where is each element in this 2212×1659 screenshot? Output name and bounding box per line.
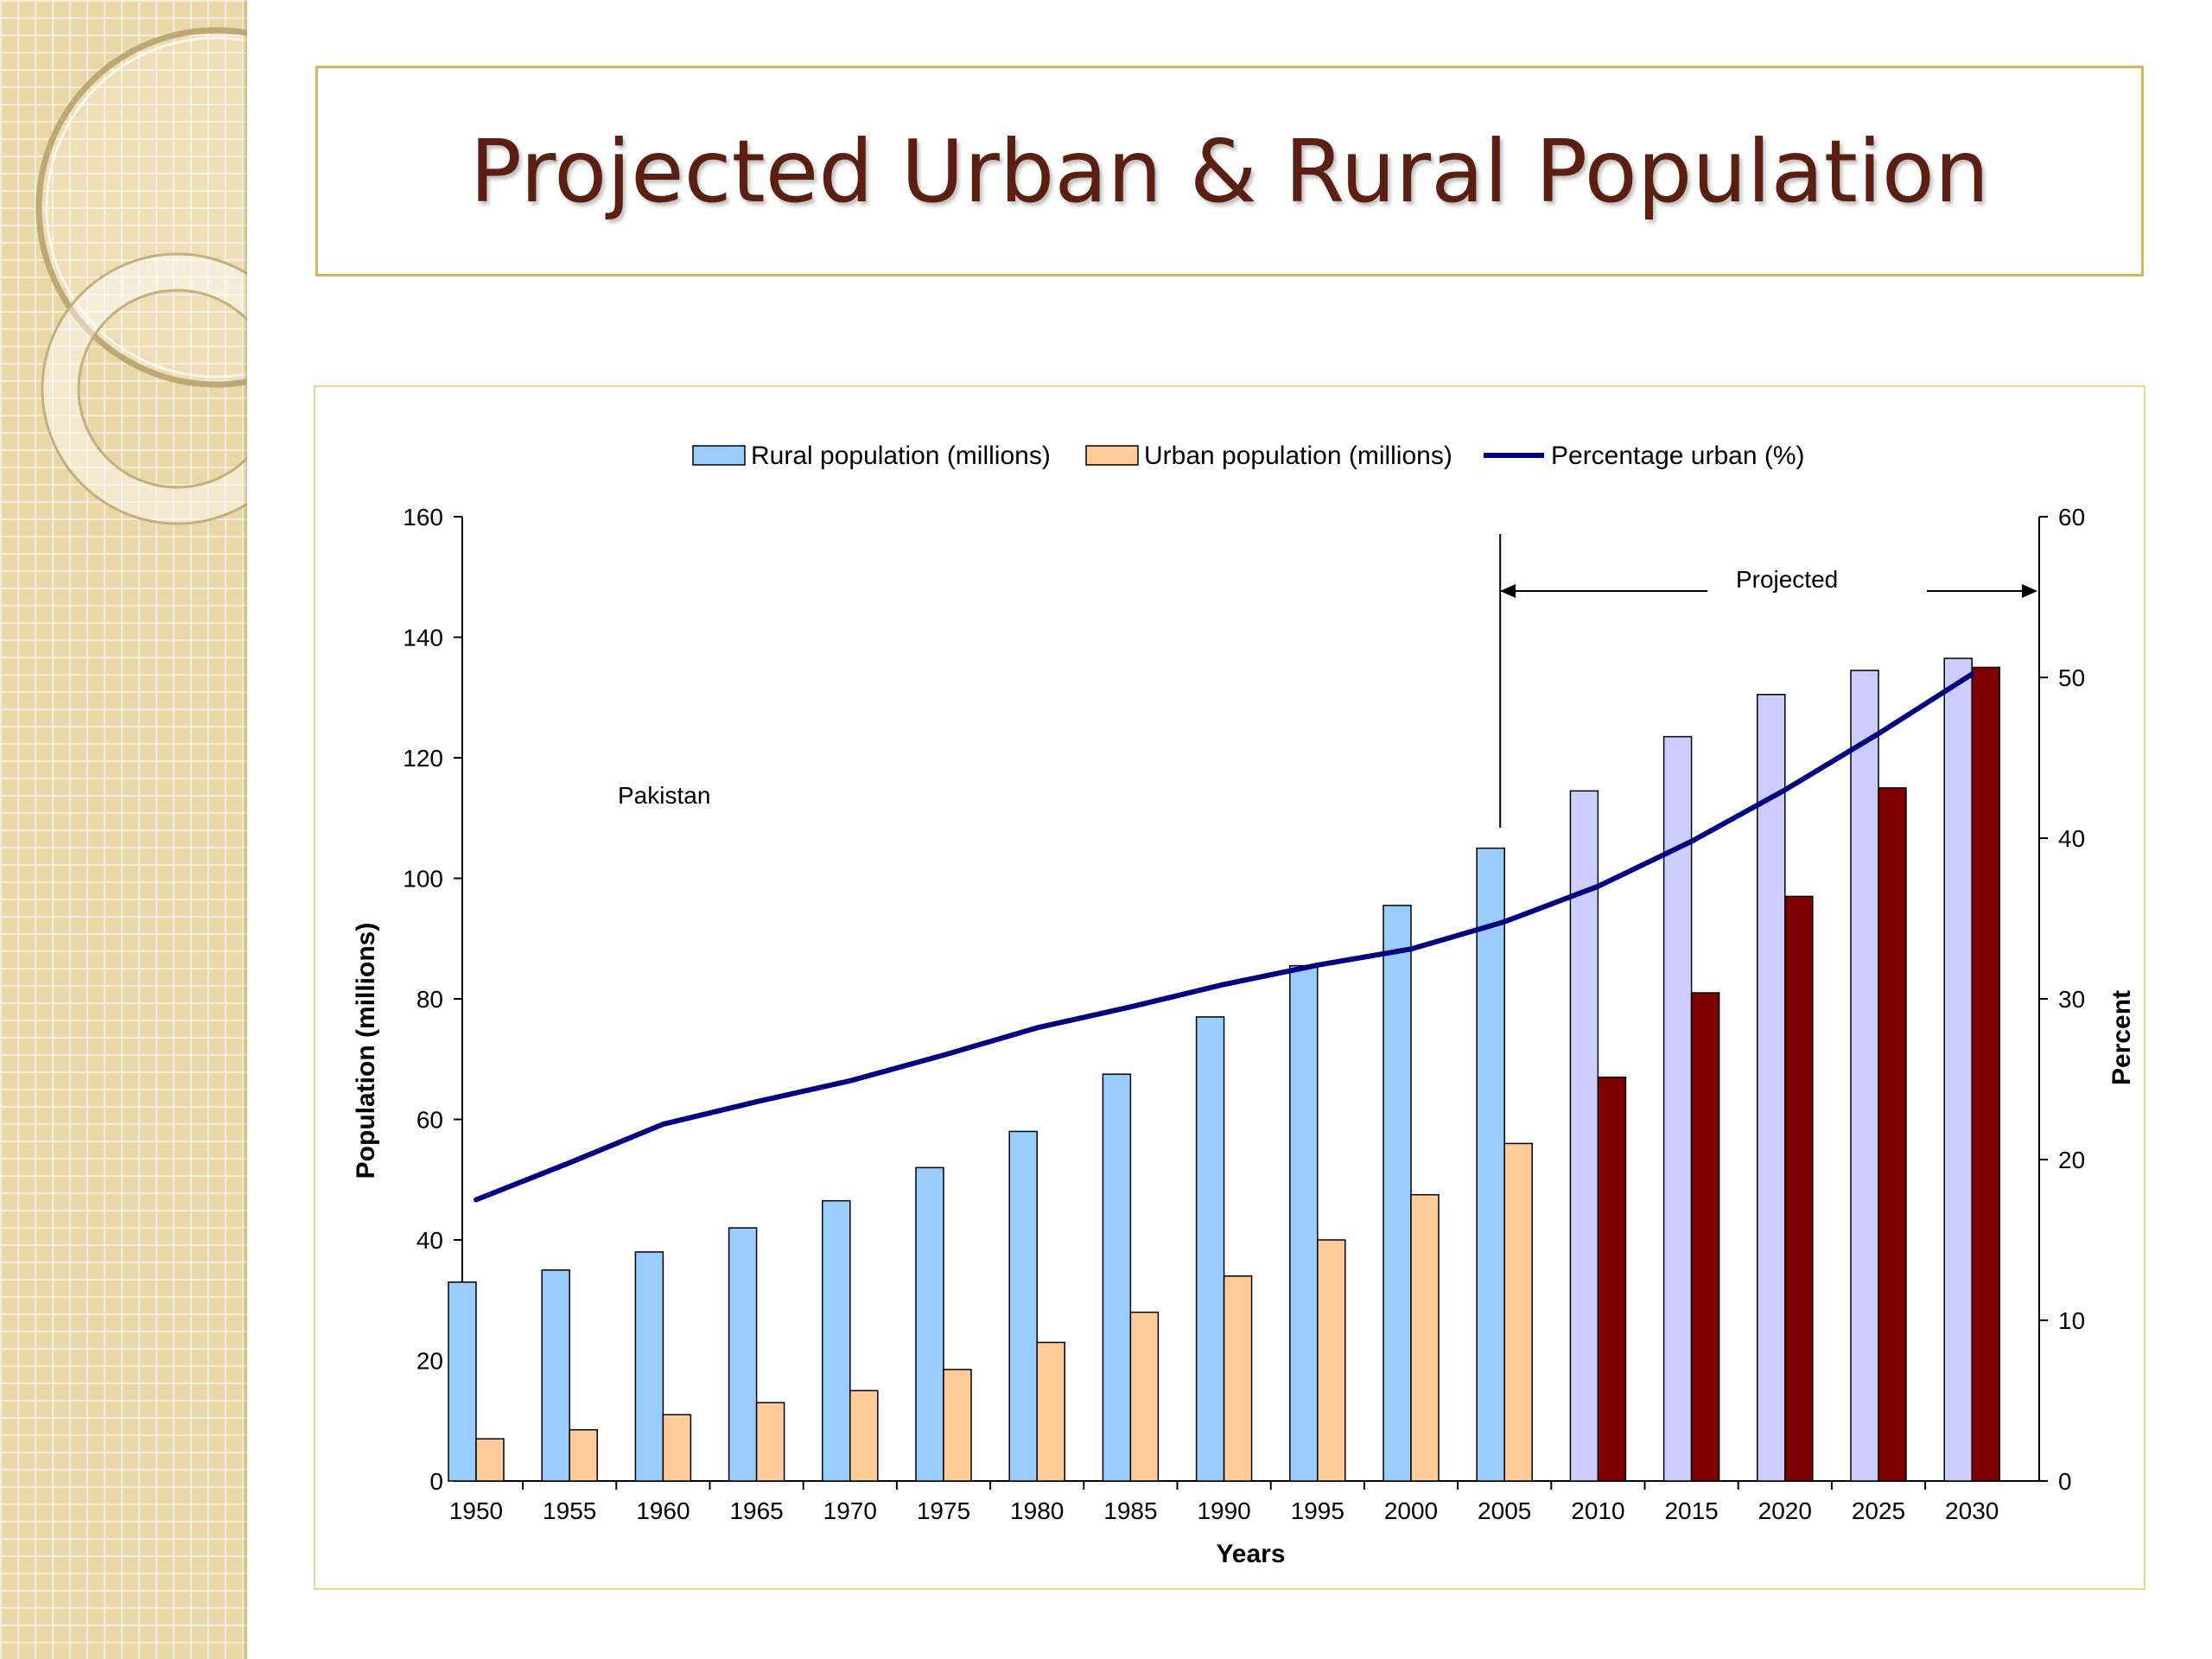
bar-rural bbox=[1382, 905, 1412, 1482]
bar-rural bbox=[1569, 790, 1599, 1482]
bar-urban bbox=[1690, 992, 1720, 1482]
y-tick-label-left: 120 bbox=[403, 745, 443, 772]
bar-urban bbox=[1878, 787, 1907, 1482]
x-tick-label: 1960 bbox=[636, 1497, 690, 1524]
x-tick-label: 2000 bbox=[1384, 1497, 1438, 1524]
y-tick-label-right: 60 bbox=[2058, 504, 2085, 531]
bar-rural bbox=[1757, 694, 1786, 1482]
x-tick-label: 2030 bbox=[1945, 1497, 1999, 1524]
y-tick-label-right: 50 bbox=[2058, 664, 2085, 691]
y-tick-label-right: 30 bbox=[2058, 986, 2085, 1013]
y-tick-label-right: 0 bbox=[2058, 1468, 2072, 1495]
x-tick-label: 1990 bbox=[1197, 1497, 1250, 1524]
x-tick-label: 1970 bbox=[823, 1497, 877, 1524]
x-tick-label: 2005 bbox=[1478, 1497, 1531, 1524]
x-tick-label: 2015 bbox=[1664, 1497, 1718, 1524]
y-tick-label-right: 20 bbox=[2058, 1147, 2085, 1173]
y-tick-label-right: 10 bbox=[2058, 1307, 2085, 1334]
bar-urban bbox=[943, 1369, 972, 1482]
legend-label-percentage: Percentage urban (%) bbox=[1551, 442, 1805, 470]
annotation-country: Pakistan bbox=[618, 782, 710, 809]
y-tick-label-left: 20 bbox=[416, 1348, 443, 1375]
x-tick-label: 1975 bbox=[917, 1497, 970, 1524]
x-tick-label: 2010 bbox=[1571, 1497, 1624, 1524]
bar-urban bbox=[662, 1414, 692, 1482]
annotation-projected: Projected bbox=[1736, 566, 1838, 593]
y-tick-label-left: 60 bbox=[416, 1107, 443, 1134]
x-tick-label: 2020 bbox=[1758, 1497, 1812, 1524]
bar-urban bbox=[1784, 895, 1814, 1482]
bar-urban bbox=[1223, 1275, 1253, 1482]
bar-rural bbox=[1289, 964, 1319, 1482]
arrow-left-icon bbox=[1500, 584, 1516, 598]
y-axis-title-left: Population (millions) bbox=[352, 923, 380, 1179]
bar-urban bbox=[569, 1428, 598, 1482]
x-tick-label: 1955 bbox=[543, 1497, 596, 1524]
bar-rural bbox=[1195, 1016, 1225, 1482]
x-axis-title: Years bbox=[1216, 1540, 1285, 1568]
x-tick-label: 2025 bbox=[1852, 1497, 1905, 1524]
decorative-sidebar bbox=[0, 0, 247, 1659]
bar-rural bbox=[1850, 670, 1879, 1482]
y-axis-title-right: Percent bbox=[2107, 990, 2136, 1085]
legend-swatch-rural bbox=[692, 445, 746, 466]
bar-urban bbox=[755, 1402, 785, 1482]
bar-rural bbox=[915, 1166, 944, 1482]
y-tick-label-left: 100 bbox=[403, 866, 443, 893]
title-box: Projected Urban & Rural Population bbox=[315, 66, 2144, 276]
slide-title: Projected Urban & Rural Population bbox=[469, 120, 1990, 222]
decorative-rings-icon bbox=[35, 27, 247, 525]
bar-urban bbox=[1036, 1341, 1065, 1482]
bar-urban bbox=[1410, 1193, 1440, 1482]
legend-swatch-urban bbox=[1085, 445, 1139, 466]
x-tick-label: 1950 bbox=[449, 1497, 503, 1524]
bar-rural bbox=[1943, 658, 1973, 1482]
y-tick-label-left: 40 bbox=[416, 1227, 443, 1254]
legend-label-urban: Urban population (millions) bbox=[1144, 442, 1452, 470]
arrow-right-icon bbox=[2022, 584, 2037, 598]
x-tick-label: 1965 bbox=[729, 1497, 783, 1524]
chart-frame: 0 20 40 60 80 100 120 140 160 0 10 20 30 40 50 60 1950 19… bbox=[314, 385, 2145, 1590]
bar-rural bbox=[1662, 735, 1693, 1482]
bar-rural bbox=[822, 1199, 851, 1482]
bar-urban bbox=[1971, 666, 2000, 1482]
line-percentage-urban bbox=[474, 671, 1975, 1203]
y-tick-label-left: 80 bbox=[416, 986, 443, 1013]
x-tick-label: 1980 bbox=[1010, 1497, 1064, 1524]
bar-rural bbox=[1476, 847, 1505, 1482]
bar-urban bbox=[1129, 1311, 1160, 1482]
y-tick-label-right: 40 bbox=[2058, 825, 2085, 852]
bar-rural bbox=[1102, 1073, 1132, 1482]
bar-rural bbox=[541, 1269, 570, 1482]
y-tick-label-left: 160 bbox=[403, 504, 443, 531]
bar-rural bbox=[448, 1281, 477, 1482]
legend-label-rural: Rural population (millions) bbox=[751, 442, 1051, 470]
x-tick-label: 1985 bbox=[1103, 1497, 1157, 1524]
bar-urban bbox=[849, 1389, 879, 1482]
x-tick-label: 1995 bbox=[1291, 1497, 1344, 1524]
bar-urban bbox=[1597, 1076, 1627, 1482]
bar-rural bbox=[634, 1251, 664, 1482]
bar-urban bbox=[1503, 1142, 1533, 1482]
y-tick-label-left: 0 bbox=[429, 1468, 443, 1495]
bar-urban bbox=[475, 1438, 505, 1482]
bar-urban bbox=[1317, 1239, 1346, 1482]
bar-rural bbox=[1008, 1130, 1038, 1482]
bar-rural bbox=[728, 1227, 758, 1482]
y-tick-label-left: 140 bbox=[403, 625, 443, 652]
